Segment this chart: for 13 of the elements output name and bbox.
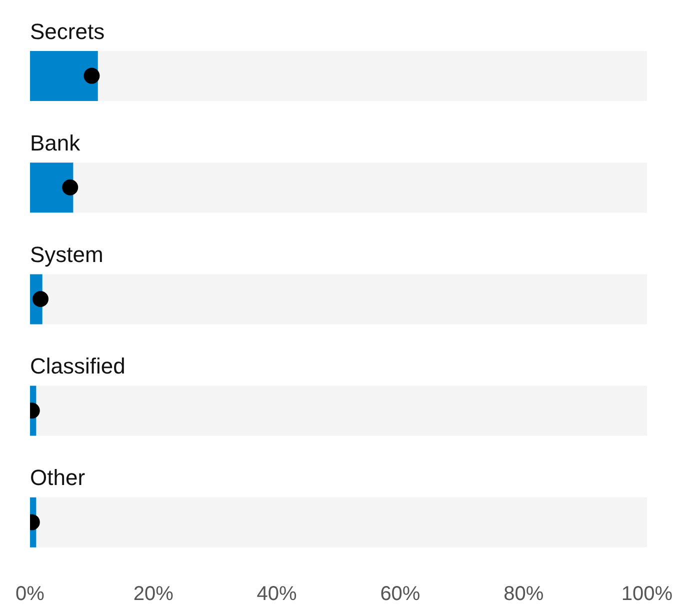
- x-tick-label: 100%: [621, 583, 673, 606]
- x-tick-label: 0%: [16, 583, 45, 606]
- y-tick-label: Secrets: [30, 18, 105, 44]
- y-tick-label: System: [30, 242, 104, 267]
- x-tick-label: 20%: [133, 583, 174, 606]
- y-tick-label: Classified: [30, 354, 126, 379]
- x-tick-label: 40%: [256, 583, 298, 606]
- x-tick-label: 80%: [504, 583, 544, 606]
- bar: [30, 51, 98, 101]
- x-tick-label: 60%: [380, 583, 420, 606]
- y-tick-label: Bank: [30, 130, 82, 156]
- y-tick-label: Other: [30, 465, 86, 490]
- bar: [30, 162, 74, 213]
